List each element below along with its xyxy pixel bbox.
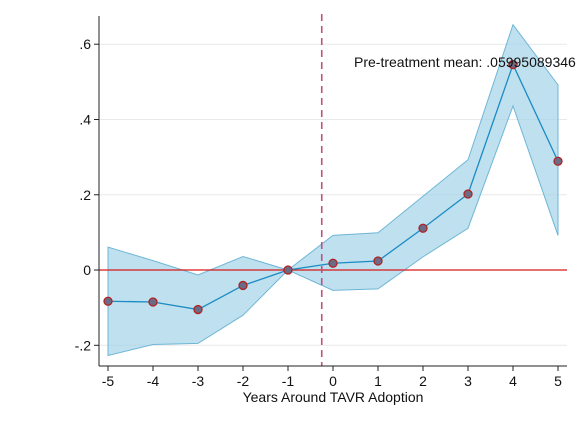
x-tick-label: -2 <box>237 373 250 389</box>
x-tick-label: 0 <box>329 373 337 389</box>
reference-lines <box>99 14 567 366</box>
data-point <box>283 265 293 275</box>
data-point <box>148 297 158 307</box>
x-tick-label: 1 <box>374 373 382 389</box>
x-tick-label: 5 <box>554 373 562 389</box>
x-tick-label: 4 <box>509 373 517 389</box>
data-point <box>463 189 473 199</box>
x-axis-label: Years Around TAVR Adoption <box>243 389 424 405</box>
x-tick-label: -3 <box>192 373 205 389</box>
data-point <box>103 296 113 306</box>
confidence-band-area <box>107 23 559 357</box>
x-tick-label: 3 <box>464 373 472 389</box>
y-tick-label: -.2 <box>75 337 92 353</box>
pre-treatment-mean-annotation: Pre-treatment mean: .05995089346 <box>354 54 576 70</box>
x-tick-label: -4 <box>147 373 160 389</box>
y-tick-label: .4 <box>79 111 91 127</box>
data-point <box>193 304 203 315</box>
estimate-points <box>103 59 563 315</box>
confidence-band <box>107 23 559 357</box>
y-tick-label: 0 <box>83 262 91 278</box>
x-tick-label: -5 <box>102 373 115 389</box>
data-point <box>418 223 428 233</box>
y-tick-label: .2 <box>79 187 91 203</box>
x-tick-label: 2 <box>419 373 427 389</box>
axes: -.2 0 .2 .4 .6 -5 -4 -3 -2 -1 0 1 2 3 4 5 <box>75 16 567 389</box>
data-point <box>373 256 383 266</box>
y-tick-label: .6 <box>79 36 91 52</box>
data-point <box>328 258 338 268</box>
x-tick-label: -1 <box>282 373 295 389</box>
data-point <box>508 59 518 70</box>
data-point <box>553 156 563 166</box>
data-point <box>238 280 248 291</box>
